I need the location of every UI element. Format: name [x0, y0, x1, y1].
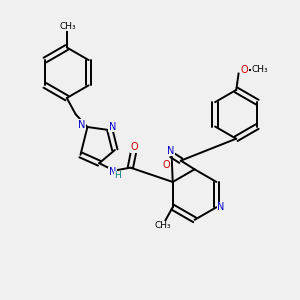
Text: N: N	[217, 202, 225, 212]
Text: H: H	[114, 172, 121, 181]
Text: N: N	[167, 146, 174, 156]
Text: N: N	[109, 122, 116, 132]
Text: CH₃: CH₃	[154, 221, 171, 230]
Text: O: O	[163, 160, 170, 170]
Text: CH₃: CH₃	[60, 22, 76, 31]
Text: N: N	[109, 167, 116, 177]
Text: N: N	[78, 120, 86, 130]
Text: O: O	[130, 142, 138, 152]
Text: O: O	[241, 65, 248, 75]
Text: CH₃: CH₃	[251, 65, 268, 74]
